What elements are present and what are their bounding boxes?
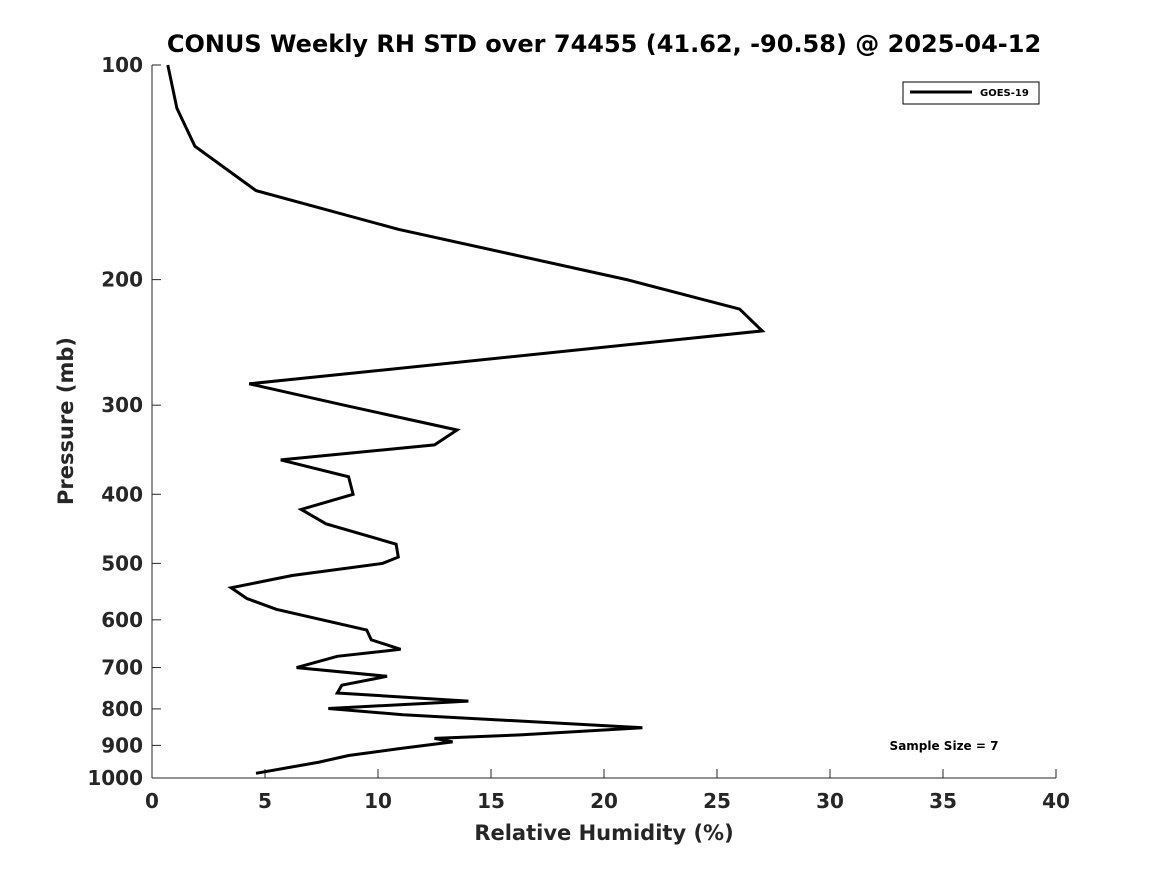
y-tick-label: 500 (101, 551, 143, 575)
y-tick-label: 700 (101, 656, 143, 680)
chart-title: CONUS Weekly RH STD over 74455 (41.62, -… (167, 30, 1041, 58)
x-tick-label: 35 (929, 789, 957, 813)
x-tick-label: 40 (1042, 789, 1070, 813)
y-tick-label: 900 (101, 733, 143, 757)
legend: GOES-19 (902, 81, 1040, 105)
y-tick-label: 400 (101, 482, 143, 506)
y-tick-label: 100 (101, 53, 143, 77)
y-axis-label: Pressure (mb) (54, 337, 78, 505)
y-tick-label: 600 (101, 608, 143, 632)
series-layer (166, 64, 766, 775)
y-tick-label: 200 (101, 268, 143, 292)
x-tick-label: 0 (145, 789, 159, 813)
x-tick-label: 5 (258, 789, 272, 813)
x-tick-label: 15 (477, 789, 505, 813)
x-tick-label: 20 (590, 789, 618, 813)
x-tick-label: 30 (816, 789, 844, 813)
y-tick-label: 800 (101, 697, 143, 721)
axes: 0 5 10 15 20 25 30 35 40 100 200 300 400 500 600 700 800… (87, 53, 1070, 813)
y-tick-label: 300 (101, 393, 143, 417)
x-tick-label: 10 (364, 789, 392, 813)
y-tick-label: 1000 (87, 766, 143, 790)
legend-label: GOES-19 (980, 88, 1029, 99)
series-line-goes-19 (166, 64, 766, 775)
sample-size-annotation: Sample Size = 7 (890, 739, 999, 753)
x-axis-label: Relative Humidity (%) (474, 821, 733, 845)
x-tick-label: 25 (703, 789, 731, 813)
